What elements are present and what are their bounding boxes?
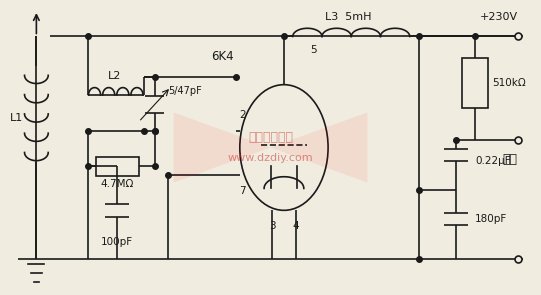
Text: +230V: +230V	[480, 12, 518, 22]
Text: 5: 5	[310, 45, 317, 55]
Text: L2: L2	[108, 71, 121, 81]
Text: 180pF: 180pF	[475, 214, 507, 224]
Text: L3  5mH: L3 5mH	[325, 12, 372, 22]
Polygon shape	[174, 112, 367, 183]
Text: 3: 3	[269, 222, 275, 231]
Text: 输出: 输出	[503, 153, 518, 166]
Text: 0.22μF: 0.22μF	[475, 156, 511, 166]
Text: 电子制作天地: 电子制作天地	[248, 131, 293, 144]
Ellipse shape	[240, 85, 328, 210]
Text: www.dzdiy.com: www.dzdiy.com	[228, 153, 313, 163]
Text: L1: L1	[10, 113, 23, 123]
Bar	[96, 157, 138, 176]
Text: 5/47pF: 5/47pF	[168, 86, 202, 96]
Text: 7: 7	[239, 186, 246, 196]
Text: 2: 2	[239, 110, 246, 120]
Text: 100pF: 100pF	[101, 237, 133, 248]
Text: 510kΩ: 510kΩ	[492, 78, 526, 88]
Bar	[461, 58, 489, 108]
Text: 4.7MΩ: 4.7MΩ	[101, 179, 134, 189]
Text: 6K4: 6K4	[211, 50, 233, 63]
Text: 4: 4	[293, 222, 299, 231]
